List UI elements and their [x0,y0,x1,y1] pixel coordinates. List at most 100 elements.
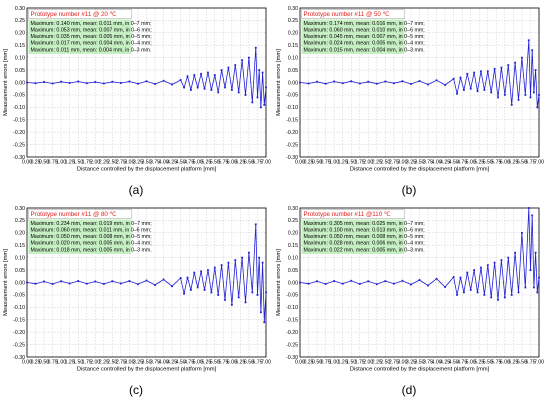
data-point [299,281,301,284]
y-tick-label: -0.10 [13,105,25,111]
panel-caption: (c) [129,383,143,397]
data-point [410,283,412,286]
data-point [367,280,370,283]
data-point [119,282,122,285]
y-tick-label: -0.05 [286,293,298,299]
x-tick-label: 5.75 [491,360,501,366]
data-point [248,251,250,254]
data-point [483,294,486,296]
data-point [476,90,479,93]
data-point [466,271,469,274]
data-point [241,59,243,62]
data-point [263,321,266,324]
x-tick-label: 1.25 [65,160,75,166]
y-tick-label: -0.05 [286,93,298,99]
x-tick-label: 4.00 [432,360,442,366]
x-tick-label: 5.00 [466,360,476,366]
data-point [77,280,80,282]
x-tick-label: 2.25 [372,160,382,166]
x-tick-label: 2.50 [380,360,390,366]
data-point [490,296,493,299]
x-tick-label: 2.00 [90,360,100,366]
title-box [301,209,405,219]
data-point [462,291,465,294]
x-tick-label: 4.50 [449,360,459,366]
x-tick-label: 5.75 [491,160,501,166]
x-tick-label: 3.75 [150,360,160,366]
x-tick-label: 6.00 [500,160,510,166]
y-tick-label: 0.20 [15,231,25,237]
x-tick-label: 3.25 [133,360,143,366]
stats-box [301,219,405,254]
data-point [254,46,257,49]
data-point [350,80,353,83]
y-axis-label: Measurement errors [mm] [3,49,9,116]
stats-line: Maximum: 0.017 mm, mean: 0.004 mm, in 0–… [31,41,152,47]
x-tick-label: 5.50 [210,160,220,166]
data-point [375,82,378,85]
x-tick-label: 3.25 [133,160,143,166]
stats-box [28,19,132,54]
data-point [60,280,63,283]
x-tick-label: 1.75 [355,160,365,166]
data-point [500,259,503,262]
data-point [26,281,28,284]
x-tick-label: 0.75 [321,160,331,166]
data-point [43,280,45,283]
x-axis-label: Distance controlled by the displacement … [77,167,217,173]
data-point [77,80,80,83]
data-point [534,251,537,254]
data-point [497,96,499,99]
data-point [227,261,230,264]
stats-box [301,19,405,54]
data-point [224,86,226,89]
x-tick-label: 3.75 [150,160,160,166]
stats-line: Maximum: 0.024 mm, mean: 0.005 mm, in 0–… [304,41,425,47]
data-point [137,283,139,286]
x-tick-label: 0.00 [22,360,32,366]
chart-title: Prototype number #11 @ 20 ℃ [31,11,117,18]
y-axis-label: Measurement errors [mm] [276,249,282,316]
chart-title: Prototype number #11 @110 ℃ [304,211,391,218]
x-tick-label: 5.25 [201,160,211,166]
x-tick-label: 5.25 [201,360,211,366]
data-point [358,82,361,85]
x-tick-label: 6.75 [252,360,262,366]
data-point [435,277,438,280]
data-point [462,89,465,91]
x-tick-label: 3.00 [397,360,407,366]
x-tick-label: 0.75 [48,160,58,166]
stats-line: Maximum: 0.035 mm, mean: 0.005 mm, in 0–… [31,34,152,40]
x-tick-label: 5.50 [483,160,493,166]
y-tick-label: -0.20 [13,130,25,136]
data-point [111,280,114,283]
x-tick-label: 1.25 [65,360,75,366]
y-tick-label: -0.30 [13,155,25,161]
data-point [154,284,156,286]
x-tick-label: 2.50 [380,160,390,166]
y-tick-label: -0.15 [13,318,25,324]
data-point [384,80,387,83]
y-tick-label: -0.25 [13,142,25,148]
data-point [529,96,532,99]
data-point [259,106,262,109]
x-tick-label: 5.00 [193,160,203,166]
data-point [217,91,220,94]
data-point [529,269,532,271]
panel-caption: (d) [402,383,417,397]
x-tick-label: 2.75 [389,360,399,366]
data-point [259,311,262,314]
panel-caption: (a) [129,183,144,197]
data-point [193,271,196,274]
stats-line: Maximum: 0.022 mm, mean: 0.005 mm, in 0–… [304,247,425,253]
stats-line: Maximum: 0.234 mm, mean: 0.019 mm, in 0–… [31,221,152,227]
data-point [503,94,506,96]
data-point [493,261,496,264]
x-tick-label: 6.75 [525,160,535,166]
x-tick-label: 5.25 [474,360,484,366]
x-tick-label: 0.25 [30,160,40,166]
data-point [68,82,71,84]
y-tick-label: -0.25 [286,142,298,148]
x-tick-label: 4.00 [432,160,442,166]
